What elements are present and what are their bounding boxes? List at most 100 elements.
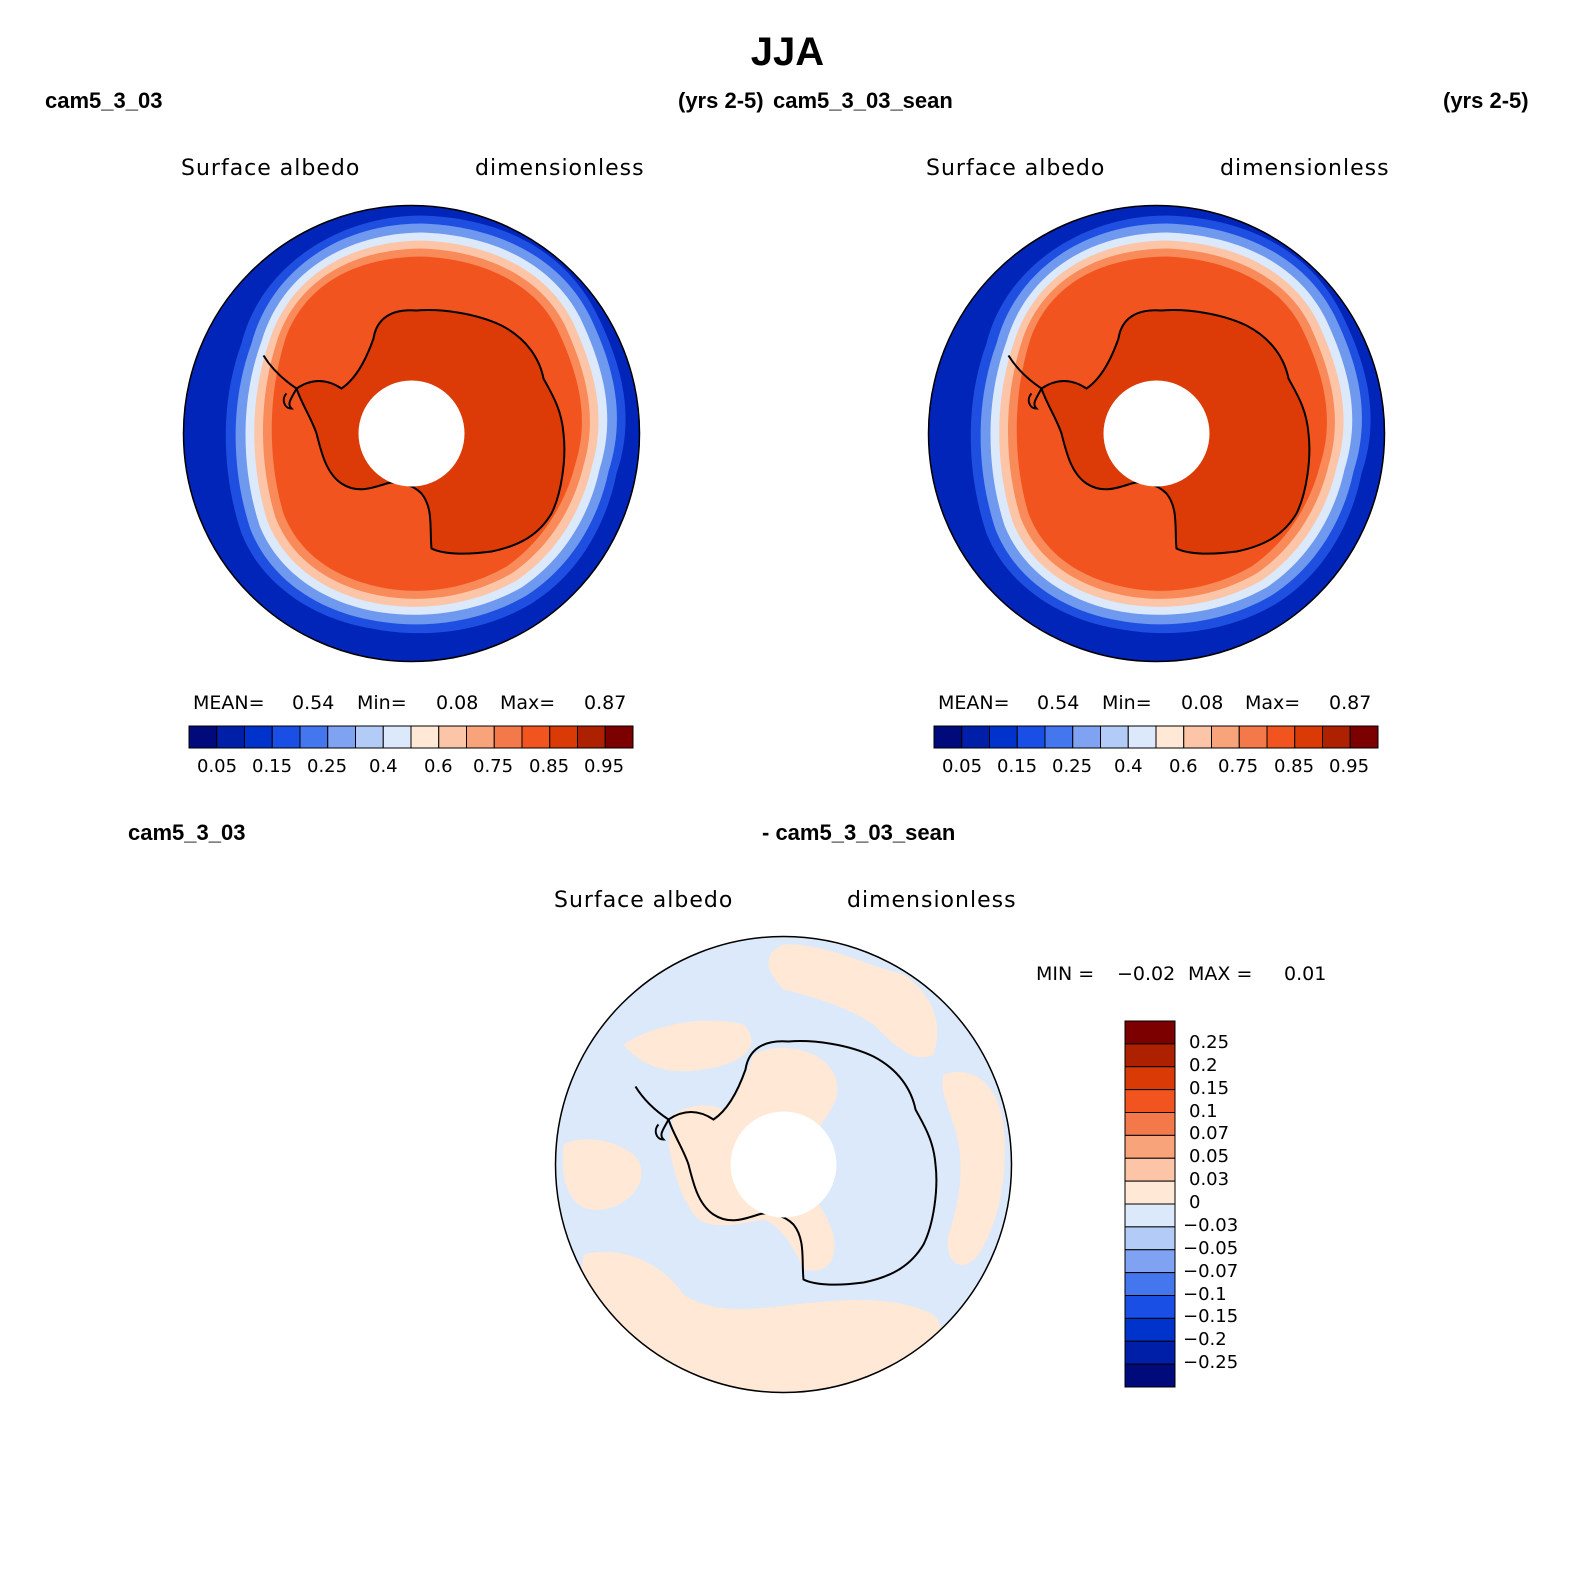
colorbar-tick-label: −0.07 <box>1183 1260 1239 1282</box>
colorbar-tick-label: 0.95 <box>1329 756 1370 777</box>
colorbar-tick-label: 0.05 <box>1189 1146 1230 1168</box>
colorbar-swatch <box>1294 725 1323 749</box>
diff-case-a: cam5_3_03 <box>128 820 246 845</box>
colorbar-swatch <box>1124 1249 1176 1274</box>
colorbar-swatch <box>1124 1340 1176 1365</box>
panel-2-units-label: dimensionless <box>1220 156 1390 181</box>
colorbar-swatch <box>1016 725 1046 749</box>
colorbar-swatch <box>1124 1272 1176 1296</box>
colorbar-swatch <box>493 725 523 749</box>
diff-units-label: dimensionless <box>847 888 1017 913</box>
panel-2-min-label: Min= <box>1102 692 1152 714</box>
diff-polar-map <box>554 935 1013 1394</box>
positive-difference-region <box>578 1251 942 1393</box>
panel-2-min-value: 0.08 <box>1181 692 1224 714</box>
map-boundary <box>182 204 641 663</box>
colorbar-swatch <box>1322 725 1351 749</box>
positive-difference-region <box>623 1020 752 1072</box>
panel-2-polar-map <box>927 204 1386 663</box>
colorbar-tick-label: 0.25 <box>1052 756 1093 777</box>
colorbar-tick-label: 0.6 <box>424 756 453 777</box>
colorbar-tick-label: −0.2 <box>1183 1329 1227 1351</box>
panel-1-colorbar <box>188 725 634 749</box>
colorbar-swatch <box>410 725 440 749</box>
colorbar-swatch <box>1124 1203 1176 1228</box>
colorbar-tick-label: 0.4 <box>369 756 398 777</box>
colorbar-tick-label: −0.15 <box>1183 1306 1239 1328</box>
colorbar-tick-label: 0 <box>1189 1192 1201 1213</box>
colorbar-swatch <box>1124 1043 1176 1068</box>
panel-1-variable-label: Surface albedo <box>181 156 361 181</box>
panel-1-case-name: cam5_3_03 <box>45 88 163 113</box>
polar-hole <box>1103 380 1210 487</box>
colorbar-tick-label: 0.05 <box>197 756 238 777</box>
colorbar-swatch <box>1124 1295 1176 1319</box>
panel-1-polar-map <box>182 204 641 663</box>
colorbar-swatch <box>188 725 218 749</box>
colorbar-swatch <box>1211 725 1240 749</box>
colorbar-swatch <box>271 725 301 749</box>
antarctica-coastline <box>295 309 566 555</box>
panel-1-min-value: 0.08 <box>436 692 479 714</box>
colorbar-swatch <box>1349 725 1379 749</box>
figure-title: JJA <box>750 30 825 74</box>
colorbar-tick-label: 0.15 <box>997 756 1038 777</box>
colorbar-tick-label: 0.95 <box>584 756 625 777</box>
panel-2-max-value: 0.87 <box>1329 692 1372 714</box>
colorbar-tick-label: 0.75 <box>1218 756 1259 777</box>
colorbar-swatch <box>355 725 384 749</box>
positive-difference-region <box>768 944 938 1058</box>
positive-difference-region <box>562 1139 642 1211</box>
panel-2-colorbar <box>933 725 1379 749</box>
colorbar-swatch <box>1124 1066 1176 1091</box>
colorbar-swatch <box>382 725 412 749</box>
colorbar-swatch <box>1072 725 1101 749</box>
colorbar-swatch <box>989 725 1018 749</box>
panel-2-case-name: cam5_3_03_sean <box>773 88 953 113</box>
colorbar-swatch <box>1100 725 1129 749</box>
colorbar-swatch <box>466 725 495 749</box>
colorbar-tick-label: 0.25 <box>307 756 348 777</box>
map-boundary <box>554 935 1013 1394</box>
colorbar-tick-label: 0.15 <box>1189 1077 1230 1099</box>
antarctic-peninsula-coastline <box>634 1085 670 1141</box>
colorbar-tick-label: −0.03 <box>1183 1214 1239 1236</box>
diff-max-value: 0.01 <box>1284 963 1327 985</box>
colorbar-swatch <box>549 725 578 749</box>
colorbar-swatch <box>933 725 963 749</box>
colorbar-swatch <box>438 725 467 749</box>
colorbar-swatch <box>1124 1134 1176 1159</box>
diff-colorbar <box>1124 1020 1176 1388</box>
colorbar-swatch <box>244 725 273 749</box>
panel-1-units-label: dimensionless <box>475 156 645 181</box>
colorbar-tick-label: 0.2 <box>1189 1054 1218 1076</box>
colorbar-tick-label: 0.6 <box>1169 756 1198 777</box>
diff-case-b: - cam5_3_03_sean <box>762 820 956 845</box>
colorbar-swatch <box>216 725 245 749</box>
panel-1-years: (yrs 2-5) <box>678 88 764 113</box>
antarctica-coastline <box>1040 309 1311 555</box>
colorbar-tick-label: 0.05 <box>942 756 983 777</box>
panel-1-max-label: Max= <box>500 692 556 714</box>
antarctica-coastline <box>667 1040 938 1286</box>
colorbar-tick-label: 0.03 <box>1189 1169 1230 1191</box>
colorbar-swatch <box>1183 725 1212 749</box>
colorbar-tick-label: 0.1 <box>1189 1100 1218 1122</box>
colorbar-tick-label: 0.07 <box>1189 1123 1230 1145</box>
colorbar-swatch <box>1124 1020 1176 1045</box>
diff-min-label: MIN = <box>1036 963 1095 985</box>
diff-min-value: −0.02 <box>1117 963 1176 985</box>
colorbar-tick-label: −0.1 <box>1183 1283 1227 1305</box>
panel-1-min-label: Min= <box>357 692 407 714</box>
panel-1-mean-value: 0.54 <box>292 692 335 714</box>
colorbar-tick-label: 0.75 <box>473 756 514 777</box>
colorbar-swatch <box>299 725 329 749</box>
panel-2-max-label: Max= <box>1245 692 1301 714</box>
colorbar-tick-label: 0.15 <box>252 756 293 777</box>
panel-2-mean-label: MEAN= <box>938 692 1010 714</box>
colorbar-swatch <box>1124 1317 1176 1342</box>
panel-2-mean-value: 0.54 <box>1037 692 1080 714</box>
colorbar-swatch <box>961 725 990 749</box>
colorbar-swatch <box>604 725 634 749</box>
polar-hole <box>358 380 465 487</box>
